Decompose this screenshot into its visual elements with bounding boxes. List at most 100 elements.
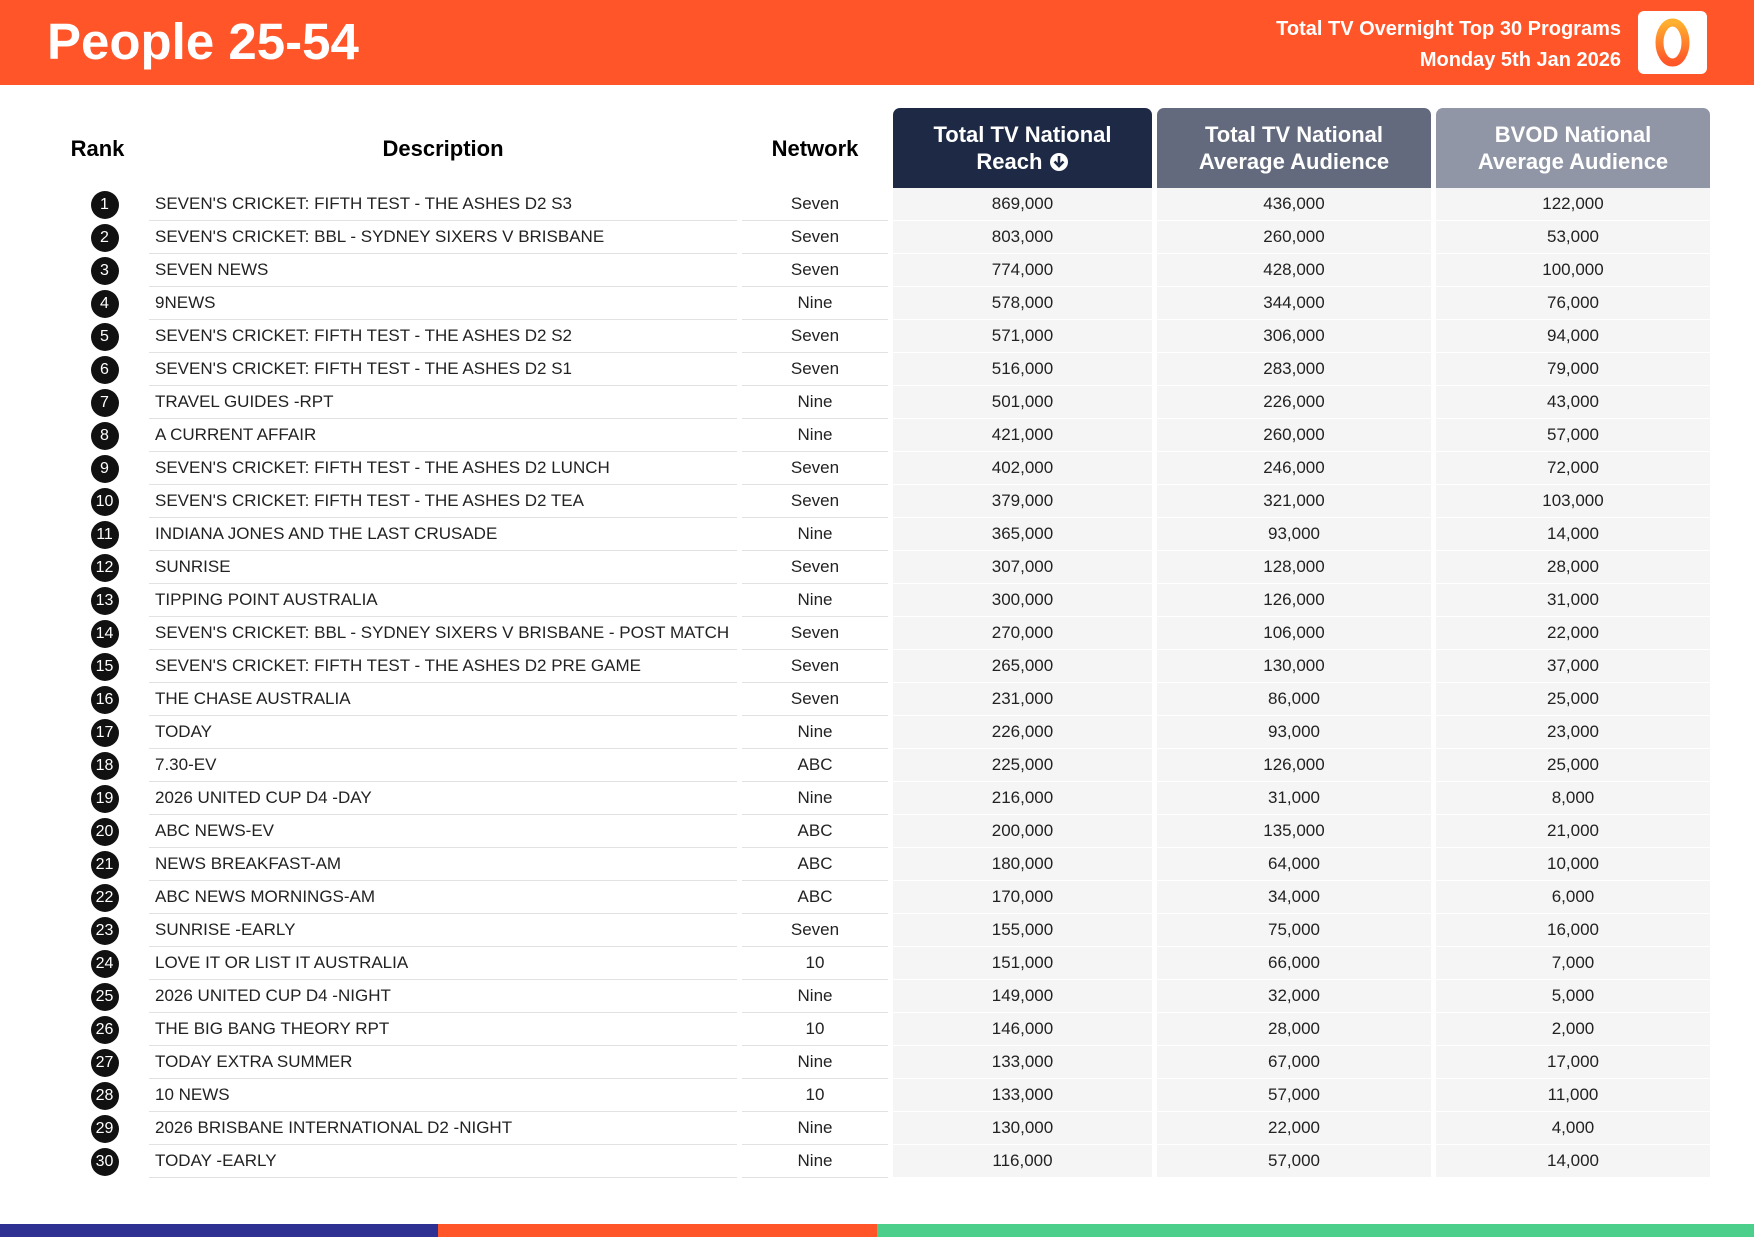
rank-cell: 30 [51,1145,144,1178]
network-cell: Nine [742,782,888,815]
rank-badge: 18 [90,751,119,780]
rank-badge: 14 [90,619,119,648]
value-cell: 135,000 [1157,815,1431,848]
value-cell: 260,000 [1157,221,1431,254]
footer-stripe [438,1224,877,1237]
value-cell: 93,000 [1157,518,1431,551]
description-cell: SUNRISE -EARLY [149,914,737,947]
rank-badge: 2 [90,223,119,252]
value-cell: 86,000 [1157,683,1431,716]
value-cell: 170,000 [893,881,1152,914]
network-cell: Seven [742,650,888,683]
column-header: Total TV National Reach [893,108,1152,188]
value-cell: 4,000 [1436,1112,1710,1145]
network-cell: ABC [742,848,888,881]
column-header-text: Total TV National Reach [933,122,1112,174]
value-cell: 151,000 [893,947,1152,980]
value-cell: 94,000 [1436,320,1710,353]
table-row: 29 2026 BRISBANE INTERNATIONAL D2 -NIGHT N… [51,1112,1710,1145]
table-row: 12 SUNRISE Seven 307,000 128,000 28,000 [51,551,1710,584]
sort-icon [1049,153,1068,171]
value-cell: 436,000 [1157,188,1431,221]
value-cell: 225,000 [893,749,1152,782]
table-row: 30 TODAY -EARLY Nine 116,000 57,000 14,000 [51,1145,1710,1178]
network-cell: 10 [742,1013,888,1046]
value-cell: 106,000 [1157,617,1431,650]
value-cell: 571,000 [893,320,1152,353]
rank-badge: 29 [90,1114,119,1143]
description-cell: SEVEN'S CRICKET: FIFTH TEST - THE ASHES … [149,353,737,386]
description-cell: THE CHASE AUSTRALIA [149,683,737,716]
value-cell: 31,000 [1436,584,1710,617]
description-cell: ABC NEWS-EV [149,815,737,848]
description-cell: 2026 UNITED CUP D4 -DAY [149,782,737,815]
value-cell: 402,000 [893,452,1152,485]
network-cell: Nine [742,518,888,551]
table-row: 27 TODAY EXTRA SUMMER Nine 133,000 67,000 17,… [51,1046,1710,1079]
table-row: 23 SUNRISE -EARLY Seven 155,000 75,000 16,000 [51,914,1710,947]
rank-cell: 16 [51,683,144,716]
rank-badge: 16 [90,685,119,714]
table-row: 22 ABC NEWS MORNINGS-AM ABC 170,000 34,000 6,… [51,881,1710,914]
network-cell: Seven [742,683,888,716]
rank-badge: 10 [90,487,119,516]
value-cell: 226,000 [1157,386,1431,419]
value-cell: 270,000 [893,617,1152,650]
column-header: Total TV National Average Audience [1157,108,1431,188]
value-cell: 126,000 [1157,749,1431,782]
logo-mark [1655,18,1690,67]
value-cell: 5,000 [1436,980,1710,1013]
value-cell: 516,000 [893,353,1152,386]
network-cell: Nine [742,386,888,419]
description-cell: TIPPING POINT AUSTRALIA [149,584,737,617]
network-cell: Nine [742,287,888,320]
network-cell: Seven [742,485,888,518]
rank-badge: 21 [90,850,119,879]
value-cell: 344,000 [1157,287,1431,320]
description-cell: ABC NEWS MORNINGS-AM [149,881,737,914]
value-cell: 57,000 [1157,1145,1431,1178]
value-cell: 32,000 [1157,980,1431,1013]
value-cell: 7,000 [1436,947,1710,980]
table-row: 10 SEVEN'S CRICKET: FIFTH TEST - THE ASHE… [51,485,1710,518]
rank-cell: 23 [51,914,144,947]
value-cell: 75,000 [1157,914,1431,947]
column-header: Description [149,108,737,188]
description-cell: TODAY -EARLY [149,1145,737,1178]
value-cell: 321,000 [1157,485,1431,518]
table-row: 28 10 NEWS 10 133,000 57,000 11,000 [51,1079,1710,1112]
value-cell: 31,000 [1157,782,1431,815]
table-row: 13 TIPPING POINT AUSTRALIA Nine 300,000 126,… [51,584,1710,617]
value-cell: 200,000 [893,815,1152,848]
value-cell: 307,000 [893,551,1152,584]
table-row: 9 SEVEN'S CRICKET: FIFTH TEST - THE ASHES… [51,452,1710,485]
value-cell: 246,000 [1157,452,1431,485]
header-row: Rank Description Network Total TV National … [51,108,1710,188]
rank-cell: 8 [51,419,144,452]
rank-badge: 20 [90,817,119,846]
table-row: 18 7.30-EV ABC 225,000 126,000 25,000 [51,749,1710,782]
rank-badge: 23 [90,916,119,945]
column-header: Network [742,108,888,188]
value-cell: 100,000 [1436,254,1710,287]
value-cell: 67,000 [1157,1046,1431,1079]
value-cell: 260,000 [1157,419,1431,452]
rank-cell: 5 [51,320,144,353]
rank-cell: 29 [51,1112,144,1145]
table-row: 8 A CURRENT AFFAIR Nine 421,000 260,000 57,00… [51,419,1710,452]
value-cell: 869,000 [893,188,1152,221]
value-cell: 300,000 [893,584,1152,617]
column-header-text: Network [771,135,859,161]
rank-badge: 1 [90,190,119,219]
value-cell: 2,000 [1436,1013,1710,1046]
value-cell: 76,000 [1436,287,1710,320]
rank-cell: 13 [51,584,144,617]
value-cell: 64,000 [1157,848,1431,881]
description-cell: LOVE IT OR LIST IT AUSTRALIA [149,947,737,980]
value-cell: 774,000 [893,254,1152,287]
rank-cell: 25 [51,980,144,1013]
description-cell: THE BIG BANG THEORY RPT [149,1013,737,1046]
value-cell: 93,000 [1157,716,1431,749]
rank-cell: 19 [51,782,144,815]
